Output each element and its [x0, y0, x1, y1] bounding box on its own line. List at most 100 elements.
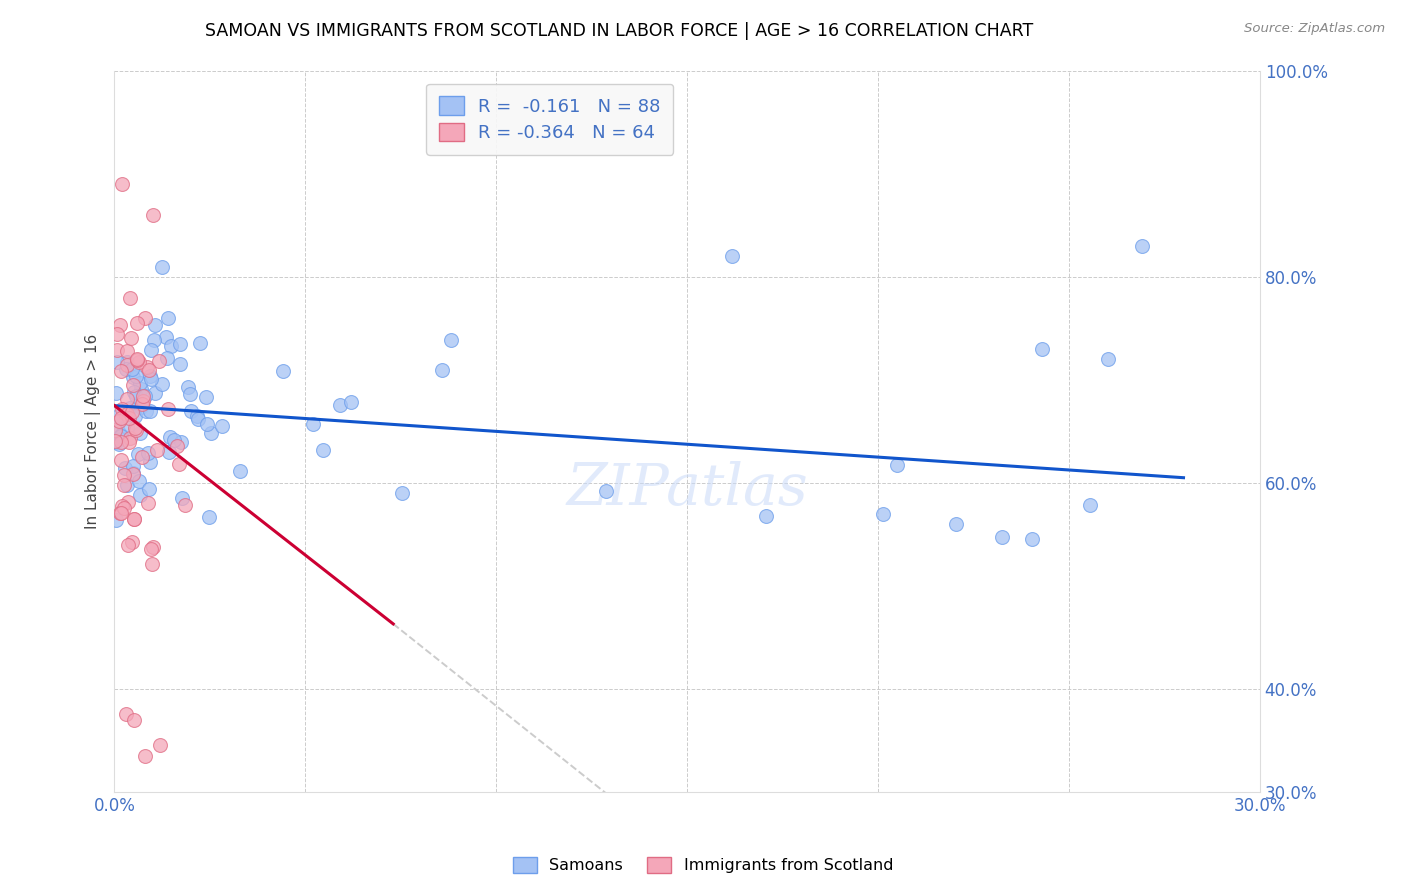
Point — [115, 707, 138, 722]
Point — [117, 538, 139, 552]
Point — [103, 434, 125, 449]
Point — [121, 377, 143, 392]
Point — [138, 482, 160, 496]
Point — [112, 468, 135, 483]
Point — [177, 380, 200, 394]
Point — [104, 386, 127, 401]
Text: Source: ZipAtlas.com: Source: ZipAtlas.com — [1244, 22, 1385, 36]
Point — [118, 411, 141, 425]
Point — [155, 330, 177, 344]
Point — [134, 311, 156, 326]
Point — [312, 443, 335, 458]
Point — [105, 434, 128, 449]
Point — [105, 326, 128, 341]
Point — [115, 478, 138, 492]
Point — [110, 452, 132, 467]
Point — [134, 389, 156, 403]
Point — [160, 339, 183, 353]
Point — [391, 486, 413, 500]
Point — [180, 404, 202, 418]
Point — [340, 395, 363, 409]
Point — [131, 397, 153, 411]
Point — [159, 430, 181, 444]
Point — [440, 333, 463, 347]
Point — [115, 355, 138, 369]
Point — [187, 411, 209, 425]
Point — [124, 512, 146, 526]
Point — [188, 335, 211, 350]
Point — [179, 387, 201, 401]
Point — [107, 424, 129, 438]
Point — [163, 433, 186, 447]
Point — [143, 386, 166, 401]
Point — [135, 404, 157, 418]
Point — [105, 343, 128, 358]
Point — [139, 369, 162, 384]
Point — [128, 355, 150, 369]
Point — [124, 409, 146, 423]
Point — [156, 351, 179, 366]
Point — [157, 402, 180, 417]
Point — [139, 455, 162, 469]
Point — [1078, 499, 1101, 513]
Point — [271, 364, 294, 378]
Point — [110, 506, 132, 520]
Point — [945, 516, 967, 531]
Point — [127, 352, 149, 367]
Point — [115, 407, 138, 421]
Y-axis label: In Labor Force | Age > 16: In Labor Force | Age > 16 — [86, 334, 101, 529]
Point — [169, 435, 191, 450]
Point — [200, 426, 222, 441]
Point — [104, 513, 127, 527]
Point — [108, 318, 131, 332]
Point — [117, 435, 139, 450]
Point — [132, 394, 155, 409]
Point — [105, 355, 128, 369]
Point — [149, 739, 172, 753]
Point — [755, 509, 778, 524]
Point — [111, 178, 134, 192]
Point — [1097, 352, 1119, 367]
Point — [124, 389, 146, 403]
Point — [138, 446, 160, 460]
Point — [186, 409, 208, 423]
Point — [122, 384, 145, 399]
Point — [121, 458, 143, 473]
Point — [141, 558, 163, 572]
Point — [110, 363, 132, 377]
Point — [138, 362, 160, 376]
Point — [302, 417, 325, 431]
Point — [157, 445, 180, 459]
Point — [121, 467, 143, 482]
Point — [108, 436, 131, 450]
Point — [1021, 532, 1043, 546]
Point — [872, 507, 894, 521]
Point — [108, 507, 131, 521]
Point — [198, 509, 221, 524]
Point — [121, 361, 143, 376]
Point — [139, 403, 162, 417]
Point — [132, 389, 155, 403]
Point — [103, 423, 125, 437]
Point — [111, 499, 134, 513]
Point — [121, 466, 143, 480]
Point — [150, 377, 173, 392]
Point — [120, 432, 142, 446]
Point — [127, 353, 149, 368]
Point — [172, 491, 194, 505]
Point — [120, 331, 142, 345]
Point — [129, 376, 152, 390]
Point — [118, 401, 141, 416]
Point — [115, 359, 138, 373]
Point — [146, 442, 169, 457]
Point — [105, 409, 128, 424]
Point — [127, 447, 149, 461]
Point — [136, 496, 159, 510]
Point — [128, 475, 150, 489]
Point — [1130, 239, 1153, 253]
Text: SAMOAN VS IMMIGRANTS FROM SCOTLAND IN LABOR FORCE | AGE > 16 CORRELATION CHART: SAMOAN VS IMMIGRANTS FROM SCOTLAND IN LA… — [204, 22, 1033, 40]
Point — [110, 428, 132, 442]
Point — [112, 478, 135, 492]
Point — [115, 343, 138, 358]
Point — [141, 343, 163, 358]
